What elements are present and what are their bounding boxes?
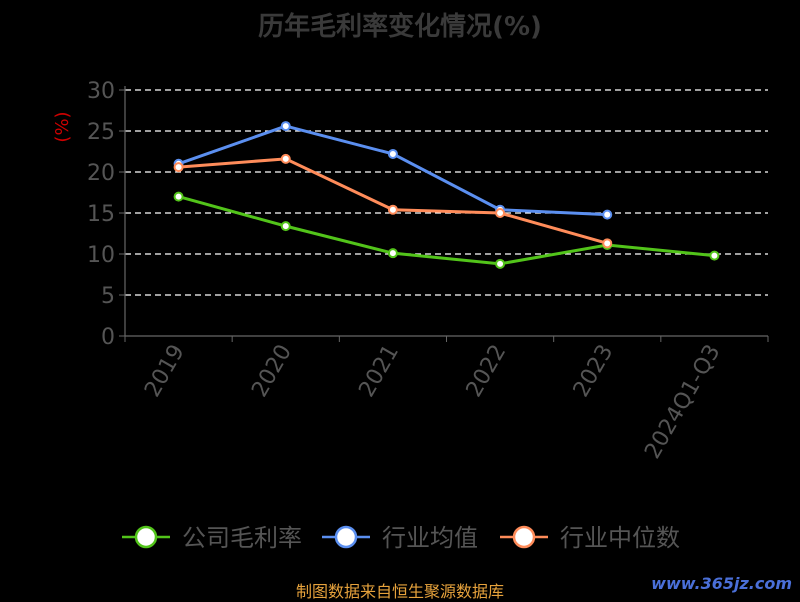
series-line-1 — [178, 124, 608, 217]
series-line-2 — [178, 157, 608, 245]
x-tick-label: 2024Q1-Q3 — [640, 341, 725, 464]
data-point — [173, 191, 184, 202]
legend-marker — [512, 525, 536, 549]
x-tick-label: 2019 — [140, 341, 190, 402]
legend: 公司毛利率 行业均值 行业中位数 — [122, 524, 680, 552]
series-lines — [173, 121, 720, 269]
y-tick-label: 0 — [101, 325, 115, 350]
x-tick-label: 2022 — [462, 341, 512, 402]
data-point — [280, 153, 291, 164]
source-note: 制图数据来自恒生聚源数据库 — [295, 582, 504, 601]
x-tick-label: 2023 — [569, 341, 619, 402]
grid-lines — [125, 89, 768, 296]
x-tick-label: 2020 — [247, 341, 297, 402]
watermark: www.365jz.com — [651, 574, 792, 593]
y-tick-label: 15 — [87, 202, 115, 227]
data-point — [387, 204, 398, 215]
legend-marker — [334, 525, 358, 549]
y-tick-label: 25 — [87, 120, 115, 145]
data-point — [173, 162, 184, 173]
legend-label: 公司毛利率 — [182, 524, 302, 552]
y-tick-label: 30 — [87, 79, 115, 104]
data-point — [495, 208, 506, 218]
data-point — [387, 248, 398, 259]
x-tick-label: 2021 — [354, 341, 404, 402]
data-point — [280, 221, 291, 232]
data-point — [387, 148, 398, 159]
y-tick-label: 20 — [87, 161, 115, 186]
data-point — [280, 121, 291, 132]
legend-marker — [134, 525, 158, 549]
legend-label: 行业均值 — [382, 524, 478, 552]
chart-title: 历年毛利率变化情况(%) — [258, 12, 542, 42]
y-axis-label: (%) — [52, 111, 73, 142]
data-point — [602, 238, 613, 249]
legend-label: 行业中位数 — [560, 524, 680, 552]
y-tick-label: 5 — [101, 284, 115, 309]
data-point — [709, 250, 720, 261]
data-point — [602, 209, 613, 220]
data-point — [495, 258, 506, 269]
axes: 0 5 10 15 20 25 30 (%) 2019 2020 2021 2022 2023 2024Q… — [52, 79, 769, 464]
y-tick-label: 10 — [87, 243, 115, 268]
series-line-0 — [178, 195, 715, 266]
